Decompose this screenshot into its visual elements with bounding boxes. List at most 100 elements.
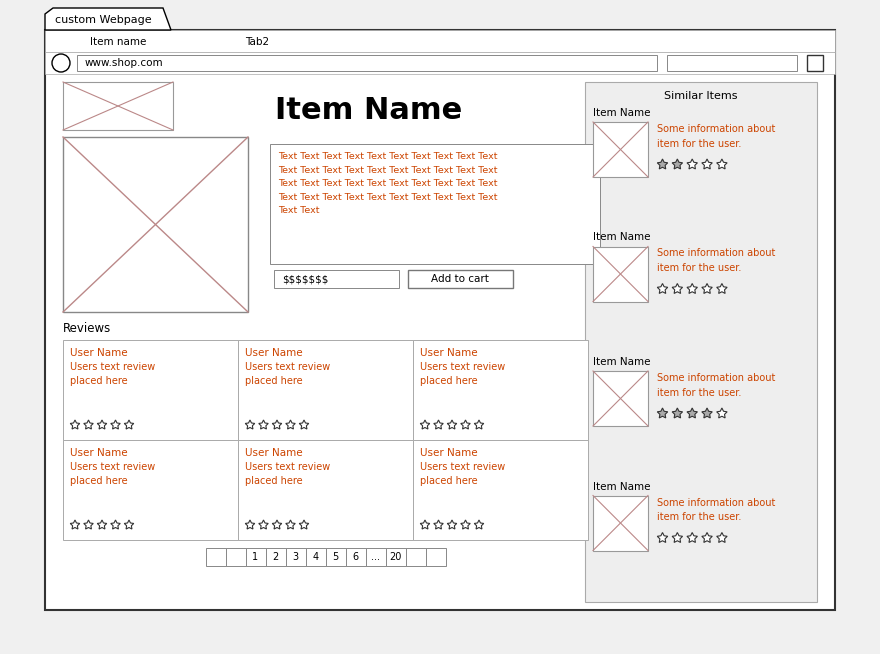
Polygon shape (657, 408, 668, 418)
Text: User Name: User Name (420, 348, 478, 358)
Polygon shape (434, 520, 444, 529)
Bar (305, 548, 326, 566)
Polygon shape (421, 420, 429, 429)
Bar (45, 30, 835, 52)
Polygon shape (716, 159, 727, 169)
Bar (406, 548, 426, 566)
Text: User Name: User Name (70, 348, 128, 358)
Polygon shape (702, 159, 712, 169)
Text: Some information about
item for the user.: Some information about item for the user… (657, 249, 775, 273)
Polygon shape (299, 520, 309, 529)
Polygon shape (657, 283, 668, 294)
Text: Reviews: Reviews (63, 322, 111, 335)
Bar (285, 548, 305, 566)
Bar (593, 496, 648, 551)
Bar (408, 270, 513, 288)
Polygon shape (286, 520, 296, 529)
Polygon shape (84, 420, 93, 429)
Bar (365, 548, 385, 566)
Polygon shape (434, 420, 444, 429)
Polygon shape (299, 420, 309, 429)
Polygon shape (702, 283, 712, 294)
Text: 20: 20 (389, 552, 401, 562)
Bar (246, 548, 266, 566)
Text: Users text review
placed here: Users text review placed here (420, 462, 505, 486)
Text: User Name: User Name (420, 448, 478, 458)
Polygon shape (716, 408, 727, 418)
Bar (413, 340, 588, 440)
Text: Users text review
placed here: Users text review placed here (245, 462, 330, 486)
Polygon shape (84, 520, 93, 529)
Text: Some information about
item for the user.: Some information about item for the user… (657, 498, 775, 523)
Text: Item Name: Item Name (275, 96, 462, 125)
Bar (274, 270, 399, 288)
Polygon shape (672, 283, 683, 294)
Polygon shape (716, 283, 727, 294)
Polygon shape (246, 420, 254, 429)
Text: Some information about
item for the user.: Some information about item for the user… (657, 373, 775, 398)
Text: www.shop.com: www.shop.com (85, 58, 164, 68)
Bar (63, 137, 248, 312)
Text: 5: 5 (333, 552, 339, 562)
Polygon shape (657, 532, 668, 542)
Bar (63, 82, 173, 130)
Polygon shape (447, 420, 457, 429)
Polygon shape (286, 420, 296, 429)
Text: Item name: Item name (90, 37, 146, 47)
Polygon shape (702, 408, 712, 418)
Polygon shape (70, 520, 80, 529)
Text: Similar Items: Similar Items (664, 91, 737, 101)
Polygon shape (447, 520, 457, 529)
Bar (326, 548, 346, 566)
Bar (77, 55, 657, 71)
Bar (346, 548, 365, 566)
Polygon shape (70, 420, 80, 429)
Text: 3: 3 (292, 552, 298, 562)
Text: Users text review
placed here: Users text review placed here (70, 462, 155, 486)
Bar (593, 122, 648, 177)
Bar (593, 371, 648, 426)
Polygon shape (672, 532, 683, 542)
Bar (270, 144, 600, 264)
Polygon shape (272, 420, 282, 429)
Bar (45, 30, 835, 610)
Text: Tab2: Tab2 (245, 37, 269, 47)
Bar (225, 548, 246, 566)
Polygon shape (687, 159, 698, 169)
Text: Users text review
placed here: Users text review placed here (70, 362, 155, 386)
Polygon shape (124, 420, 134, 429)
Text: Item Name: Item Name (593, 357, 650, 367)
Bar (385, 548, 406, 566)
Text: User Name: User Name (245, 448, 303, 458)
Text: ...: ... (371, 552, 380, 562)
Text: custom Webpage: custom Webpage (55, 15, 151, 25)
Polygon shape (45, 8, 171, 30)
Polygon shape (657, 159, 668, 169)
Polygon shape (98, 420, 106, 429)
Bar (45, 52, 835, 74)
Polygon shape (111, 520, 121, 529)
Polygon shape (687, 283, 698, 294)
Bar (585, 82, 817, 602)
Polygon shape (111, 420, 121, 429)
Bar (238, 340, 413, 440)
Polygon shape (474, 520, 484, 529)
Polygon shape (124, 520, 134, 529)
Text: Text Text Text Text Text Text Text Text Text Text
Text Text Text Text Text Text : Text Text Text Text Text Text Text Text … (278, 152, 497, 215)
Text: Item Name: Item Name (593, 233, 650, 243)
Text: Users text review
placed here: Users text review placed here (245, 362, 330, 386)
Text: $$$$$$$: $$$$$$$ (282, 274, 328, 284)
Bar (238, 440, 413, 540)
Bar (206, 548, 225, 566)
Polygon shape (474, 420, 484, 429)
Polygon shape (687, 532, 698, 542)
Text: Add to cart: Add to cart (431, 274, 489, 284)
Polygon shape (672, 408, 683, 418)
Bar (807, 55, 823, 71)
Polygon shape (98, 520, 106, 529)
Polygon shape (461, 420, 470, 429)
Polygon shape (461, 520, 470, 529)
Text: Item Name: Item Name (593, 481, 650, 492)
Polygon shape (259, 420, 268, 429)
Bar (63, 340, 238, 440)
